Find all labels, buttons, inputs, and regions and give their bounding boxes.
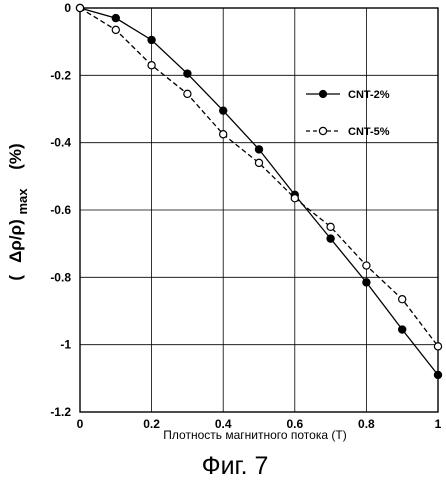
data-point-cnt5 (148, 62, 155, 69)
data-point-cnt5 (434, 343, 441, 350)
data-point-cnt5 (255, 159, 262, 166)
y-tick-label: -0.4 (50, 136, 71, 150)
data-point-cnt5 (112, 26, 119, 33)
data-point-cnt2 (220, 107, 227, 114)
y-axis-label-main: Δρ/ρ) (6, 219, 25, 263)
y-axis-label-unit: (%) (6, 143, 25, 169)
x-tick-label: 0.2 (143, 417, 160, 431)
figure-caption: Фиг. 7 (202, 452, 269, 480)
y-tick-label: -0.6 (50, 203, 71, 217)
grid-lines (80, 8, 438, 412)
data-point-cnt5 (76, 4, 83, 11)
data-point-cnt2 (434, 371, 441, 378)
data-point-cnt2 (363, 279, 370, 286)
data-point-cnt2 (327, 235, 334, 242)
data-point-cnt2 (399, 326, 406, 333)
data-point-cnt2 (184, 70, 191, 77)
y-tick-label: -0.8 (50, 270, 71, 284)
series-lines (80, 8, 438, 375)
x-tick-label: 0 (77, 417, 84, 431)
data-point-cnt2 (148, 36, 155, 43)
svg-text:( Δρ/ρ) max: ( Δρ/ρ) max (%) (6, 143, 31, 280)
y-axis-label-subscript: max (15, 188, 30, 215)
y-axis-label-open-paren: ( (6, 275, 25, 281)
series-line-cnt5 (80, 8, 438, 346)
y-tick-labels: 0 -0.2 -0.4 -0.6 -0.8 -1 -1.2 (50, 1, 71, 419)
series-line-cnt2 (80, 8, 438, 375)
data-point-cnt5 (399, 296, 406, 303)
data-point-cnt5 (327, 223, 334, 230)
y-tick-label: -1.2 (50, 405, 71, 419)
legend-marker-cnt5 (319, 127, 326, 134)
x-tick-label: 1 (435, 417, 442, 431)
y-tick-label: 0 (64, 1, 71, 15)
y-tick-label: -0.2 (50, 68, 71, 82)
y-tick-label: -1 (60, 338, 71, 352)
data-point-cnt2 (255, 146, 262, 153)
x-tick-label: 0.8 (358, 417, 375, 431)
legend-marker-cnt2 (319, 90, 326, 97)
data-point-cnt5 (184, 90, 191, 97)
legend: CNT-2% CNT-5% (306, 89, 390, 138)
data-point-cnt5 (291, 195, 298, 202)
data-point-cnt2 (112, 15, 119, 22)
legend-label-cnt5: CNT-5% (348, 126, 390, 138)
y-axis-label: ( Δρ/ρ) max (%) (6, 143, 31, 280)
data-point-cnt5 (220, 131, 227, 138)
data-point-cnt5 (363, 262, 370, 269)
x-axis-label: Плотность магнитного потока (T) (163, 428, 346, 442)
series-markers (76, 4, 441, 378)
legend-label-cnt2: CNT-2% (348, 89, 390, 101)
